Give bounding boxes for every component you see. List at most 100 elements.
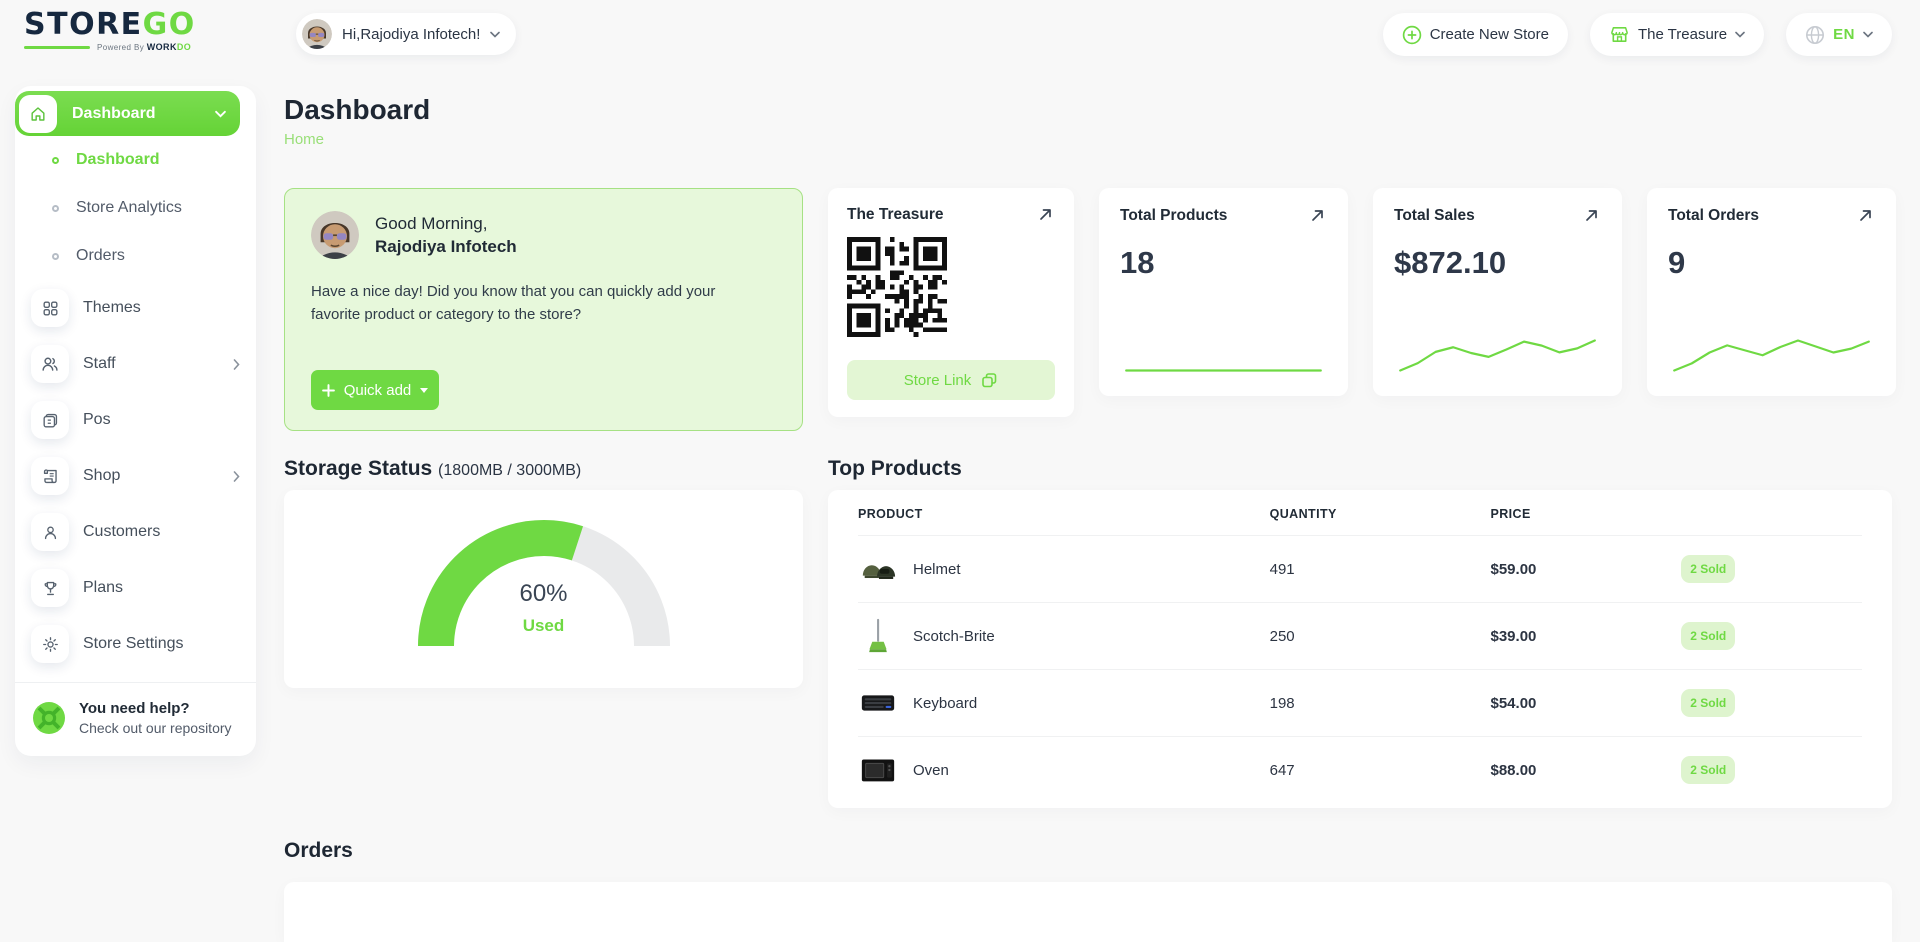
bullet-icon (52, 252, 59, 260)
storage-status-card: 60% Used (284, 490, 803, 688)
sidebar-item-label: Shop (83, 467, 121, 484)
caret-down-icon (420, 387, 429, 393)
pos-icon-box (31, 401, 69, 439)
table-row: Helmet 491 $59.00 2 Sold (858, 535, 1862, 603)
chevron-down-icon (1735, 31, 1745, 38)
staff-users-icon (42, 357, 58, 371)
storefront-icon (1611, 27, 1628, 42)
logo-tagline: Powered By WORKDO (24, 42, 196, 52)
sidebar-item-themes[interactable]: Themes (15, 280, 256, 336)
sidebar-item-staff[interactable]: Staff (15, 336, 256, 392)
sidebar-item-label: Pos (83, 411, 111, 428)
logo-text: STOREGO (24, 8, 196, 41)
scotch-brite-product-image (858, 616, 898, 656)
product-quantity: 647 (1269, 761, 1295, 779)
stat-value: 9 (1668, 245, 1686, 280)
trophy-icon (44, 581, 56, 595)
orders-section-heading: Orders (284, 839, 353, 862)
arrow-up-right-icon (1586, 210, 1597, 221)
page-title: Dashboard (284, 94, 431, 125)
sidebar-item-label: Themes (83, 299, 141, 316)
arrow-up-right-icon (1860, 210, 1871, 221)
plus-circle-icon (1402, 25, 1421, 44)
store-qr-code (847, 237, 947, 337)
product-price: $59.00 (1490, 535, 1682, 603)
workdo-text: WORK (146, 42, 177, 52)
product-quantity: 198 (1269, 669, 1491, 737)
stat-link-button[interactable] (1308, 206, 1327, 225)
product-name: Keyboard (913, 694, 978, 712)
bullet-icon (52, 204, 59, 212)
user-greeting-label: Hi,Rajodiya Infotech! (342, 25, 481, 43)
product-quantity: 491 (1269, 535, 1491, 603)
top-products-heading: Top Products (828, 457, 962, 480)
arrow-up-right-icon (1312, 210, 1323, 221)
product-price: $39.00 (1490, 602, 1682, 670)
column-header-price: PRICE (1490, 490, 1682, 536)
sidebar-item-store-settings[interactable]: Store Settings (15, 616, 256, 672)
sidebar-group-dashboard[interactable]: Dashboard (15, 91, 240, 136)
storage-title: Storage Status (284, 457, 433, 480)
sidebar-item-label: Dashboard (76, 151, 160, 168)
sidebar-item-dashboard[interactable]: Dashboard (15, 136, 256, 184)
product-name: Scotch-Brite (913, 627, 995, 645)
breadcrumb-home[interactable]: Home (284, 131, 325, 148)
themes-icon-box (31, 289, 69, 327)
customers-icon-box (31, 513, 69, 551)
user-menu-button[interactable]: Hi,Rajodiya Infotech! (296, 13, 517, 55)
language-selector-button[interactable]: EN (1786, 13, 1892, 56)
bullet-icon (52, 156, 59, 164)
stat-value: 18 (1120, 245, 1155, 280)
store-link-label: Store Link (903, 371, 972, 389)
product-price: $88.00 (1490, 761, 1537, 779)
stat-link-button[interactable] (1856, 206, 1875, 225)
logo-go: GO (142, 7, 196, 42)
help-subtitle: Check out our repository (79, 720, 232, 736)
greeting-message: Have a nice day! Did you know that you c… (311, 283, 716, 324)
product-price: $54.00 (1490, 669, 1682, 737)
top-products-card: PRODUCT QUANTITY PRICE Helmet 491 $59.00 (828, 490, 1892, 808)
sold-badge: 2 Sold (1681, 555, 1736, 583)
store-selector-button[interactable]: The Treasure (1589, 13, 1765, 56)
storage-status-heading: Storage Status (1800MB / 3000MB) (284, 457, 581, 481)
store-qr-card: The Treasure Store Link (828, 188, 1074, 417)
sidebar-item-shop[interactable]: Shop (15, 448, 256, 504)
sparkline-chart (1394, 328, 1601, 378)
greeting-line1: Good Morning, (375, 213, 488, 233)
sidebar-item-orders[interactable]: Orders (15, 232, 256, 280)
column-header-sold (1681, 490, 1862, 536)
sold-badge: 2 Sold (1681, 689, 1736, 717)
sidebar-item-customers[interactable]: Customers (15, 504, 256, 560)
sold-badge: 2 Sold (1681, 756, 1736, 784)
sidebar-item-label: Plans (83, 579, 124, 596)
quick-add-button[interactable]: Quick add (311, 370, 439, 410)
open-store-button[interactable] (1036, 205, 1055, 224)
keyboard-product-image (858, 683, 898, 723)
stat-link-button[interactable] (1582, 206, 1601, 225)
storego-dashboard: STOREGO Powered By WORKDO Hi,Rajodiya In… (15, 8, 1892, 862)
shop-icon-box (31, 457, 69, 495)
stat-card-total-products: Total Products 18 (1099, 188, 1348, 396)
chevron-down-icon (1863, 31, 1873, 38)
greeting-card: Good Morning, Rajodiya Infotech Have a n… (284, 188, 803, 431)
table-row: Scotch-Brite 250 $39.00 2 Sold (858, 602, 1862, 670)
sidebar-item-store-analytics[interactable]: Store Analytics (15, 184, 256, 232)
column-header-quantity: QUANTITY (1269, 490, 1491, 536)
plans-icon-box (31, 569, 69, 607)
globe-icon (1806, 25, 1825, 44)
themes-grid-icon (42, 300, 58, 316)
help-repository-link[interactable]: You need help? Check out our repository (15, 682, 256, 756)
store-link-button[interactable]: Store Link (847, 360, 1055, 400)
sidebar-item-label: Orders (76, 247, 125, 264)
sidebar-item-label: Customers (83, 523, 161, 540)
plus-icon (321, 383, 335, 397)
home-icon-box (19, 94, 57, 133)
sidebar: Dashboard Dashboard Store Analytics Orde… (15, 86, 256, 756)
sidebar-item-pos[interactable]: Pos (15, 392, 256, 448)
store-selector-label: The Treasure (1637, 26, 1728, 43)
sidebar-item-plans[interactable]: Plans (15, 560, 256, 616)
pos-icon (42, 413, 57, 428)
storego-logo: STOREGO Powered By WORKDO (24, 8, 196, 52)
create-new-store-button[interactable]: Create New Store (1382, 13, 1568, 56)
powered-by-text: Powered By (97, 43, 147, 52)
